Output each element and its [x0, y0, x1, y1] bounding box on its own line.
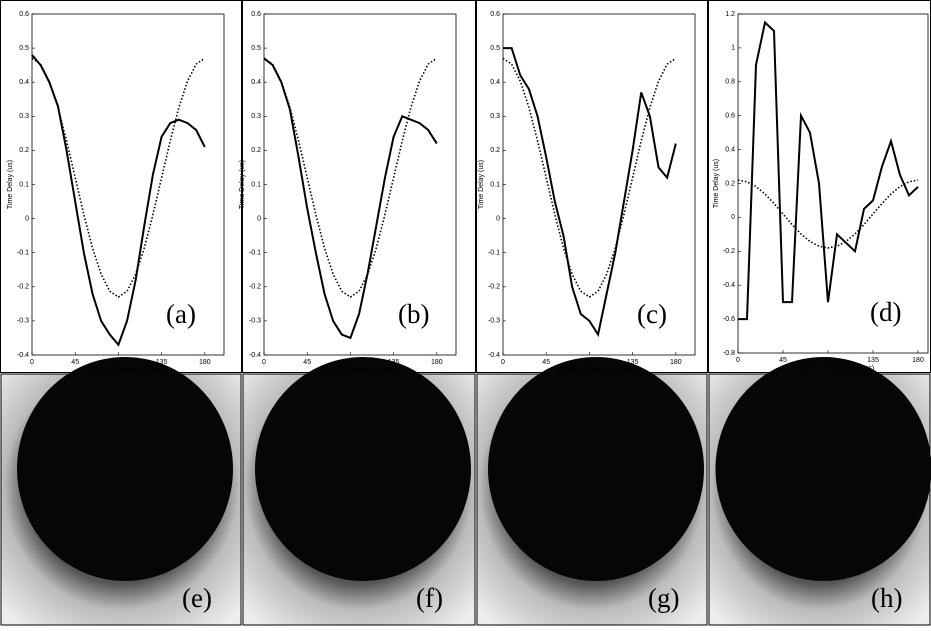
x-tick-label: 180 — [670, 359, 682, 366]
x-tick-label: 180 — [199, 359, 211, 366]
x-tick-label: 135 — [867, 357, 879, 364]
y-tick-label: -0.3 — [17, 318, 29, 325]
series-line — [503, 48, 676, 334]
y-tick-label: 0.2 — [725, 180, 735, 187]
series-line — [738, 180, 918, 248]
y-tick-label: -0.1 — [249, 250, 261, 257]
y-tick-label: 0.1 — [251, 181, 261, 188]
dark-disc — [17, 357, 233, 581]
x-tick-label: 0 — [30, 359, 34, 366]
y-tick-label: 0.1 — [490, 181, 500, 188]
y-axis-label: Time Delay (us) — [713, 159, 720, 208]
y-tick-label: -0.8 — [723, 350, 735, 357]
y-axis-label: Time Delay (us) — [239, 160, 246, 209]
dark-disc — [716, 357, 931, 581]
y-tick-label: 0.3 — [490, 113, 500, 120]
y-tick-label: 0.4 — [725, 146, 735, 153]
y-axis-label: Time Delay (us) — [478, 160, 485, 209]
series-line — [738, 22, 918, 319]
y-tick-label: -0.6 — [723, 316, 735, 323]
y-tick-label: 1.2 — [725, 11, 735, 18]
y-tick-label: 0 — [25, 215, 29, 222]
y-tick-label: 0.4 — [490, 79, 500, 86]
y-tick-label: -0.3 — [488, 318, 500, 325]
panel-frame — [1, 1, 242, 373]
panel-label: (b) — [398, 299, 429, 329]
x-tick-label: 90 — [347, 359, 355, 366]
y-tick-label: 0.5 — [490, 45, 500, 52]
dark-disc — [488, 357, 704, 581]
y-tick-label: 0.6 — [19, 11, 29, 18]
y-tick-label: 0.5 — [251, 45, 261, 52]
series-line — [264, 58, 437, 338]
y-tick-label: 0.6 — [251, 11, 261, 18]
y-tick-label: -0.2 — [249, 284, 261, 291]
y-tick-label: 0 — [257, 215, 261, 222]
series-line — [503, 58, 676, 297]
x-tick-label: 90 — [824, 357, 832, 364]
panel-label: (f) — [416, 583, 443, 613]
x-tick-label: 45 — [303, 359, 311, 366]
x-tick-label: 0 — [501, 359, 505, 366]
panel-label: (d) — [870, 297, 901, 327]
x-tick-label: 0 — [736, 357, 740, 364]
y-tick-label: -0.4 — [17, 352, 29, 359]
y-tick-label: 0.4 — [251, 79, 261, 86]
x-tick-label: 180 — [431, 359, 443, 366]
panel-label: (a) — [166, 299, 196, 329]
series-line — [32, 58, 205, 297]
y-tick-label: -0.2 — [17, 284, 29, 291]
x-tick-label: 135 — [627, 359, 639, 366]
y-axis-label: Time Delay (us) — [7, 160, 14, 209]
y-tick-label: 0.8 — [725, 79, 735, 86]
y-tick-label: 0.6 — [490, 11, 500, 18]
y-tick-label: 1 — [731, 45, 735, 52]
y-tick-label: 0.2 — [490, 147, 500, 154]
y-tick-label: 0.3 — [251, 113, 261, 120]
y-tick-label: 0.3 — [19, 113, 29, 120]
y-tick-label: -0.1 — [488, 250, 500, 257]
y-tick-label: 0 — [731, 214, 735, 221]
x-axis-label: Projection angle (degrees) — [558, 367, 640, 374]
panel-label: (c) — [637, 299, 667, 329]
y-tick-label: 0.5 — [19, 45, 29, 52]
x-tick-label: 45 — [779, 357, 787, 364]
x-tick-label: 45 — [542, 359, 550, 366]
y-tick-label: -0.4 — [723, 282, 735, 289]
x-tick-label: 135 — [156, 359, 168, 366]
x-tick-label: 90 — [115, 359, 123, 366]
dark-disc — [255, 357, 471, 581]
series-line — [264, 58, 437, 297]
y-tick-label: 0.4 — [19, 79, 29, 86]
y-tick-label: -0.2 — [723, 248, 735, 255]
panel-label: (h) — [871, 583, 902, 613]
x-tick-label: 135 — [388, 359, 400, 366]
panel-label: (g) — [648, 583, 679, 613]
panel-label: (e) — [182, 583, 212, 613]
y-tick-label: 0 — [496, 215, 500, 222]
x-tick-label: 90 — [586, 359, 594, 366]
y-tick-label: 0.6 — [725, 113, 735, 120]
y-tick-label: -0.4 — [488, 352, 500, 359]
y-tick-label: -0.4 — [249, 352, 261, 359]
panel-frame — [477, 1, 708, 373]
y-tick-label: 0.2 — [251, 147, 261, 154]
y-tick-label: 0.1 — [19, 181, 29, 188]
y-tick-label: -0.3 — [249, 318, 261, 325]
x-axis-label: Projection angle (degrees) — [319, 367, 401, 374]
y-tick-label: -0.2 — [488, 284, 500, 291]
x-tick-label: 0 — [262, 359, 266, 366]
x-axis-label: Projection angle (degrees) — [87, 367, 169, 374]
x-axis-label: Projection angle (degrees) — [792, 365, 874, 372]
x-tick-label: 45 — [71, 359, 79, 366]
y-tick-label: -0.1 — [17, 250, 29, 257]
y-tick-label: 0.2 — [19, 147, 29, 154]
x-tick-label: 180 — [912, 357, 924, 364]
